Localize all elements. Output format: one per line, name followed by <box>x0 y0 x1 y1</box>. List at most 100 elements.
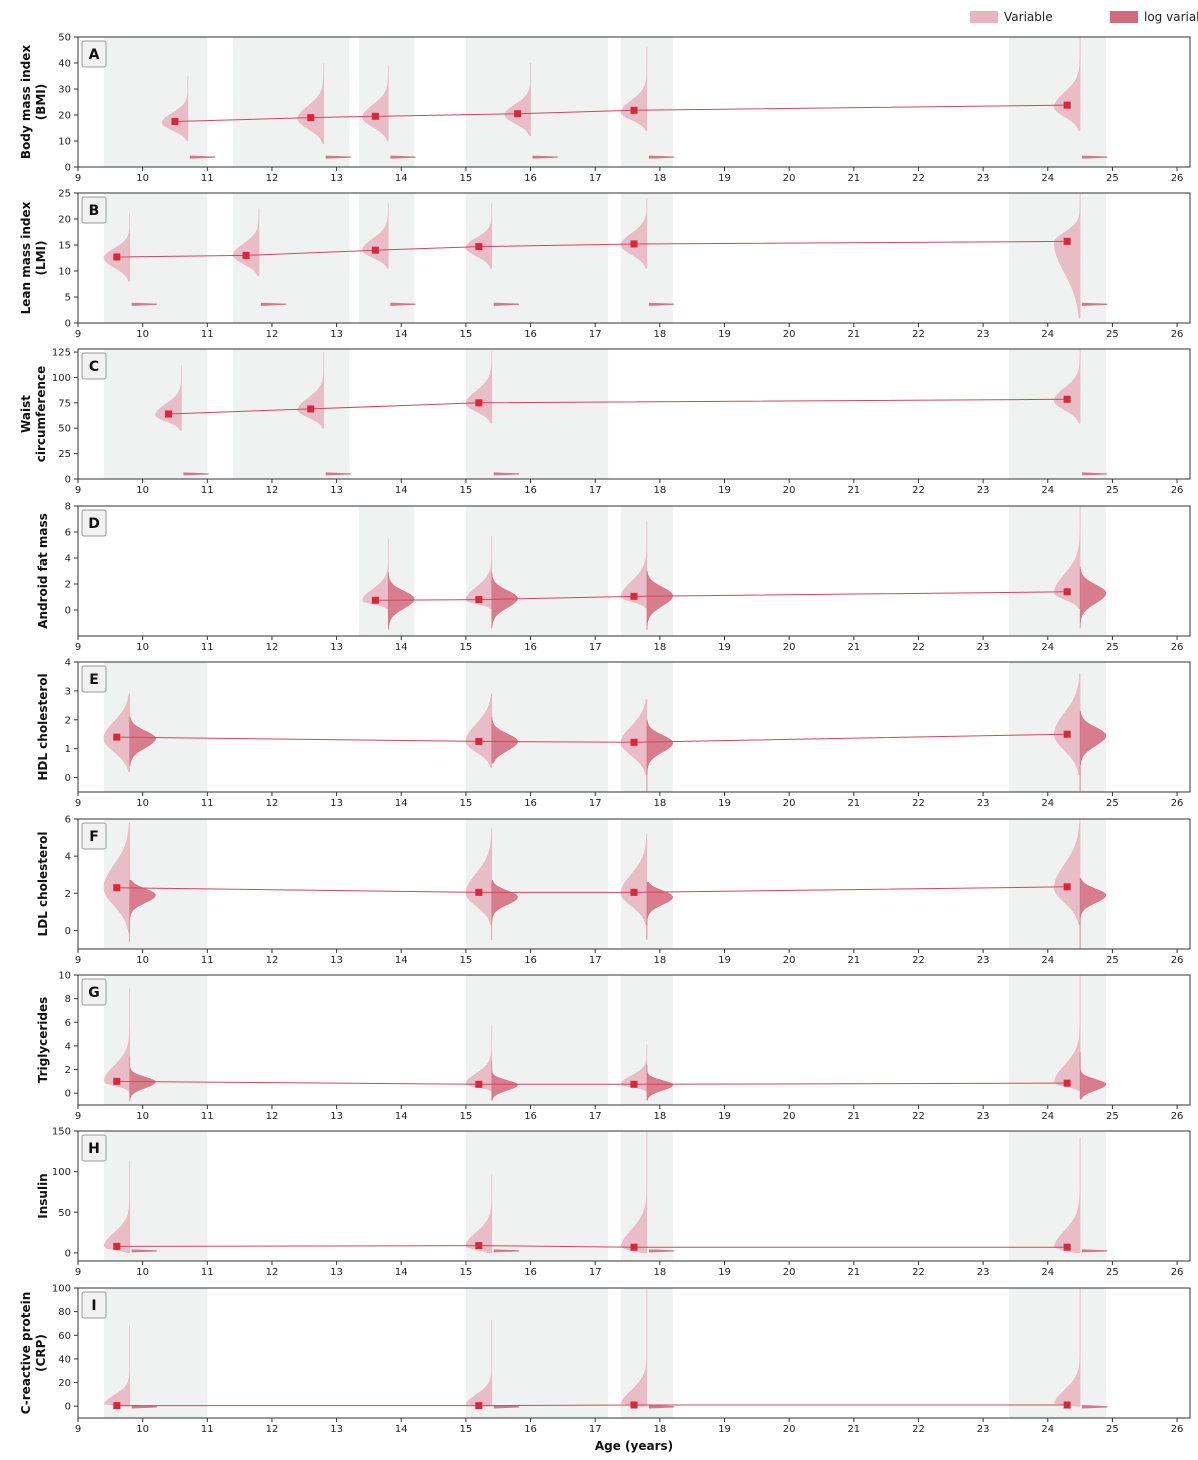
panel-letter: B <box>89 203 100 219</box>
x-tick-label: 26 <box>1171 1424 1184 1435</box>
x-tick-label: 12 <box>266 485 279 496</box>
violin-variable <box>1053 37 1081 131</box>
violin-variable <box>362 538 389 609</box>
y-tick-label: 2 <box>65 1065 71 1076</box>
x-tick-label: 24 <box>1041 955 1054 966</box>
axes-frame <box>77 348 1191 480</box>
x-tick-label: 26 <box>1171 1111 1184 1122</box>
y-tick-label: 25 <box>58 449 71 460</box>
violin-log-variable <box>648 1405 675 1409</box>
x-tick-label: 13 <box>330 798 343 809</box>
x-tick-label: 18 <box>653 798 666 809</box>
panel-letter-box <box>81 352 107 380</box>
y-axis-label: C-reactive protein <box>19 1292 33 1415</box>
x-tick-label: 16 <box>524 485 537 496</box>
x-tick-label: 10 <box>136 485 149 496</box>
x-tick-label: 16 <box>524 642 537 653</box>
x-tick-label: 11 <box>201 485 214 496</box>
y-tick-label: 40 <box>58 1354 71 1365</box>
violin-variable <box>620 1288 648 1407</box>
violin-log-variable <box>493 302 519 306</box>
x-tick-label: 14 <box>395 1111 408 1122</box>
x-tick-label: 17 <box>589 642 602 653</box>
y-tick-label: 150 <box>52 1127 71 1138</box>
trend-line <box>116 240 1068 258</box>
x-tick-label: 10 <box>136 329 149 340</box>
panel-letter: D <box>88 516 100 532</box>
x-tick-label: 11 <box>201 1111 214 1122</box>
mean-marker <box>630 1401 638 1409</box>
x-tick-label: 20 <box>783 485 796 496</box>
x-tick-label: 15 <box>460 329 473 340</box>
y-tick-label: 10 <box>58 137 71 148</box>
y-tick-label: 8 <box>65 502 71 513</box>
x-tick-label: 24 <box>1041 1111 1054 1122</box>
mean-marker <box>165 410 173 418</box>
mean-marker <box>242 251 250 259</box>
x-tick-label: 10 <box>136 173 149 184</box>
x-tick-label: 20 <box>783 1111 796 1122</box>
x-tick-label: 15 <box>460 485 473 496</box>
x-tick-label: 24 <box>1041 798 1054 809</box>
trend-line <box>116 1404 1068 1407</box>
x-tick-label: 12 <box>266 173 279 184</box>
x-tick-label: 18 <box>653 1267 666 1278</box>
panel-letter: F <box>89 829 99 845</box>
x-tick-label: 23 <box>977 485 990 496</box>
mean-marker <box>1063 588 1071 596</box>
x-tick-label: 17 <box>589 173 602 184</box>
x-tick-label: 19 <box>718 329 731 340</box>
x-tick-label: 22 <box>912 642 925 653</box>
panel-letter-box <box>81 978 107 1006</box>
x-tick-label: 24 <box>1041 642 1054 653</box>
x-tick-label: 21 <box>847 1267 860 1278</box>
x-tick-label: 23 <box>977 1267 990 1278</box>
x-tick-label: 12 <box>266 1111 279 1122</box>
x-tick-label: 17 <box>589 1424 602 1435</box>
x-tick-label: 14 <box>395 485 408 496</box>
mean-marker <box>1063 1401 1071 1409</box>
violin-variable <box>1054 1288 1081 1407</box>
x-tick-label: 15 <box>460 1111 473 1122</box>
x-tick-label: 15 <box>460 798 473 809</box>
violin-log-variable <box>1082 155 1108 159</box>
y-tick-label: 20 <box>58 111 71 122</box>
violin-log-variable <box>1082 472 1108 476</box>
visit-band <box>465 506 609 636</box>
y-tick-label: 50 <box>58 33 71 44</box>
x-tick-label: 14 <box>395 955 408 966</box>
x-tick-label: 18 <box>653 329 666 340</box>
x-tick-label: 10 <box>136 1267 149 1278</box>
x-tick-label: 15 <box>460 1267 473 1278</box>
x-tick-label: 14 <box>395 173 408 184</box>
y-axis-label: Body mass index <box>19 45 33 159</box>
x-tick-label: 10 <box>136 642 149 653</box>
axes-frame <box>77 505 1191 637</box>
x-axis-label: Age (years) <box>595 1439 673 1453</box>
violin-variable <box>1053 193 1081 319</box>
x-tick-label: 19 <box>718 1267 731 1278</box>
violin-log-variable <box>491 716 518 764</box>
x-tick-label: 23 <box>977 1424 990 1435</box>
y-tick-label: 2 <box>65 889 71 900</box>
y-tick-label: 25 <box>58 189 71 200</box>
violin-variable <box>1053 673 1081 775</box>
x-tick-label: 16 <box>524 1111 537 1122</box>
x-tick-label: 11 <box>201 173 214 184</box>
x-tick-label: 21 <box>847 955 860 966</box>
violin-variable <box>1054 1137 1081 1254</box>
visit-band <box>359 506 415 636</box>
x-tick-label: 17 <box>589 329 602 340</box>
x-tick-label: 17 <box>589 1111 602 1122</box>
mean-marker <box>1063 237 1071 245</box>
violin-log-variable <box>325 155 351 159</box>
y-tick-label: 6 <box>65 528 71 539</box>
axes-frame <box>77 1287 1191 1419</box>
violin-variable <box>465 827 493 926</box>
violin-variable <box>465 535 493 609</box>
violin-log-variable <box>1079 566 1107 629</box>
violin-log-variable <box>493 472 519 476</box>
x-tick-label: 26 <box>1171 642 1184 653</box>
violin-log-variable <box>129 1056 156 1102</box>
